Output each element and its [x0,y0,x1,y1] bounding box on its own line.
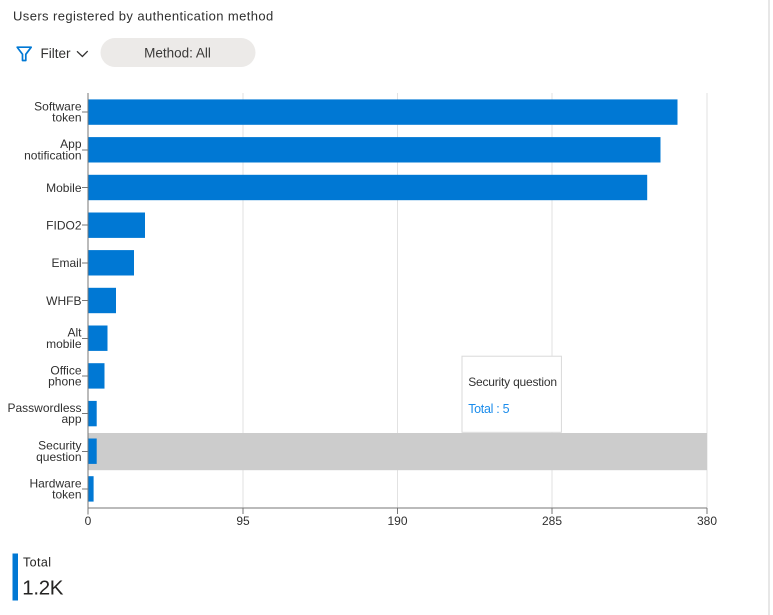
svg-text:question: question [36,450,81,464]
svg-text:Email: Email [51,256,81,270]
svg-text:token: token [52,111,81,125]
svg-text:phone: phone [48,375,82,389]
svg-text:Hardware: Hardware [29,476,81,490]
svg-text:WHFB: WHFB [46,294,81,308]
svg-text:FIDO2: FIDO2 [46,219,82,233]
svg-text:Security: Security [38,439,81,453]
svg-text:mobile: mobile [46,337,82,351]
svg-text:Office: Office [50,363,81,377]
svg-text:Software: Software [34,99,82,113]
svg-text:285: 285 [542,514,562,528]
svg-text:Alt: Alt [67,326,82,340]
svg-text:0: 0 [85,514,92,528]
svg-text:notification: notification [24,148,81,162]
svg-text:Mobile: Mobile [46,181,82,195]
svg-text:Total : 5: Total : 5 [468,402,509,416]
svg-text:1.2K: 1.2K [22,577,63,600]
svg-text:Total: Total [23,555,51,569]
svg-text:App: App [60,137,82,151]
svg-text:95: 95 [236,514,250,528]
svg-text:Filter: Filter [41,46,72,61]
svg-text:Security question: Security question [468,375,557,389]
svg-text:token: token [52,488,81,502]
svg-text:Passwordless: Passwordless [7,401,81,415]
svg-text:app: app [61,412,81,426]
svg-text:190: 190 [387,514,407,528]
svg-text:Users registered by authentica: Users registered by authentication metho… [13,8,274,23]
svg-text:380: 380 [697,514,717,528]
svg-text:Method: All: Method: All [144,46,211,61]
